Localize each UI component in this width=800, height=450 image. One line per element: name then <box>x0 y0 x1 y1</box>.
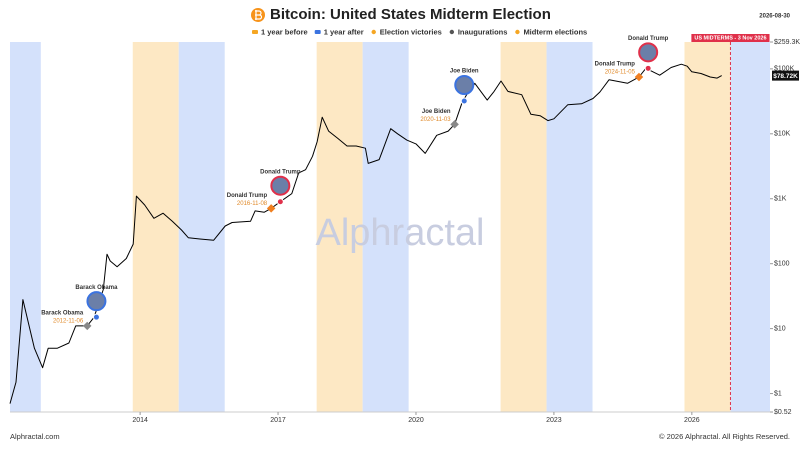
inauguration-marker <box>276 198 284 206</box>
inauguration-marker <box>460 97 468 105</box>
current-price-bg <box>772 70 799 81</box>
x-tick-label: 2017 <box>270 417 286 424</box>
annotation-name: Barack Obama <box>41 311 84 317</box>
annotation-date: 2016-11-08 <box>237 201 268 207</box>
y-tick-label: $10 <box>774 325 786 332</box>
legend-dot <box>515 29 520 35</box>
annotation-name: Donald Trump <box>227 193 268 199</box>
legend-label: 1 year before <box>261 27 308 36</box>
bitcoin-glyph <box>255 10 263 20</box>
band <box>684 42 731 412</box>
annotation-name: Barack Obama <box>75 285 118 291</box>
chart-title: Bitcoin: United States Midterm Election <box>270 6 551 23</box>
x-tick-label: 2020 <box>408 417 424 424</box>
portrait <box>638 42 659 63</box>
band <box>178 42 225 412</box>
band <box>132 42 179 412</box>
legend-label: Inaugurations <box>458 27 508 36</box>
annotation-name: Donald Trump <box>628 36 669 42</box>
y-tick-label: $1 <box>774 390 782 397</box>
band <box>730 42 770 412</box>
y-tick-label: $100 <box>774 261 790 268</box>
band <box>546 42 593 412</box>
victory-marker <box>450 120 459 129</box>
footer-left: Alphractal.com <box>10 432 60 441</box>
band <box>500 42 547 412</box>
legend-dot <box>449 29 455 35</box>
legend-swatch <box>252 30 258 34</box>
victory-marker <box>82 321 92 331</box>
annotation-date: 2024-11-05 <box>605 70 636 76</box>
y-tick-label: $10K <box>774 131 791 138</box>
annotation-name: Joe Biden <box>422 109 451 115</box>
price-line <box>9 63 722 404</box>
annotation-date: 2020-11-03 <box>420 117 451 123</box>
portrait <box>86 291 107 312</box>
y-tick-label: $0.52 <box>774 409 792 416</box>
annotation-name: Donald Trump <box>260 169 301 175</box>
midterm-label: US MIDTERMS - 3 Nov 2026 <box>694 35 766 41</box>
midterm-label-bg <box>691 34 770 42</box>
portrait <box>270 175 291 196</box>
inauguration-marker <box>92 313 100 321</box>
x-tick-label: 2026 <box>684 417 700 424</box>
bands <box>10 42 770 412</box>
footer-right: © 2026 Alphractal. All Rights Reserved. <box>659 432 790 441</box>
x-tick-label: 2014 <box>132 417 148 424</box>
legend-swatch <box>314 30 321 34</box>
y-tick-label: $259.3K <box>774 39 800 46</box>
legend-label: Midterm elections <box>523 27 587 36</box>
x-tick-label: 2023 <box>546 417 562 424</box>
legend-label: 1 year after <box>324 27 364 36</box>
band <box>362 42 409 412</box>
band <box>10 42 41 412</box>
portrait <box>454 75 475 96</box>
legend-dot <box>371 29 376 35</box>
y-tick-label: $100K <box>774 66 795 73</box>
y-tick-label: $1K <box>774 196 787 203</box>
annotation-date: 2012-11-06 <box>53 319 84 325</box>
current-price-label: $78.72K <box>773 73 798 80</box>
legend-label: Election victories <box>380 27 442 36</box>
watermark: Alphractal <box>316 212 485 254</box>
date: 2026-08-30 <box>759 14 790 20</box>
annotation-name: Donald Trump <box>595 62 636 68</box>
victory-marker <box>266 204 276 213</box>
band <box>316 42 363 412</box>
inauguration-marker <box>644 64 652 72</box>
annotation-name: Joe Biden <box>450 69 479 75</box>
